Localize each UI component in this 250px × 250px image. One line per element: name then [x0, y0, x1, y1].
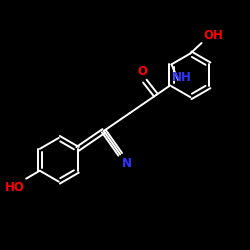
Text: N: N	[122, 157, 132, 170]
Text: O: O	[138, 65, 148, 78]
Text: NH: NH	[172, 71, 191, 84]
Text: OH: OH	[203, 28, 223, 42]
Text: HO: HO	[4, 181, 24, 194]
